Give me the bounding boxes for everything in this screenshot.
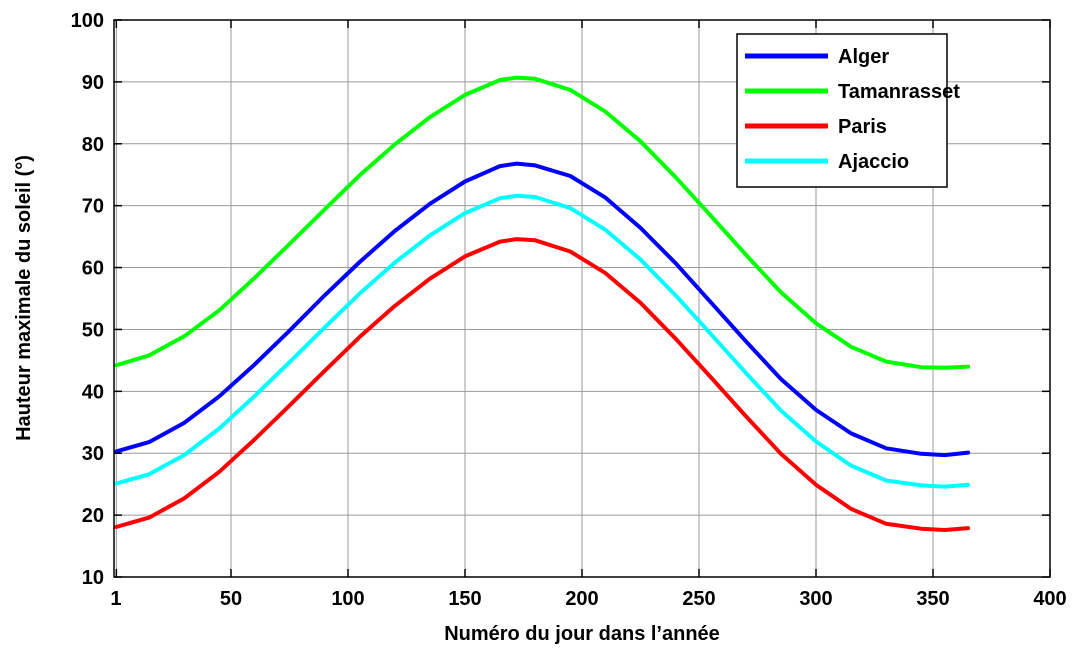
x-axis-title: Numéro du jour dans l’année [444,623,720,645]
legend-label-ajaccio: Ajaccio [838,151,909,173]
series-line-alger [114,161,971,458]
x-tick-label: 50 [220,588,242,610]
series-line-tamanrasset [114,75,971,370]
legend-label-alger: Alger [838,46,889,68]
y-tick-label: 80 [82,134,104,156]
x-tick-label: 150 [448,588,481,610]
x-tick-label: 300 [799,588,832,610]
series-line-paris [114,237,971,532]
legend-label-paris: Paris [838,116,887,138]
y-tick-label: 90 [82,72,104,94]
y-tick-label: 60 [82,258,104,280]
x-tick-label: 200 [565,588,598,610]
x-tick-label: 1 [110,588,121,610]
x-tick-label: 400 [1033,588,1066,610]
y-tick-label: 100 [71,10,104,32]
y-tick-label: 20 [82,505,104,527]
series-line-ajaccio [114,193,971,489]
y-tick-label: 50 [82,319,104,341]
legend: Alger Tamanrasset Paris Ajaccio [736,33,960,188]
series-lines [114,75,971,532]
y-tick-label: 10 [82,567,104,589]
grid [114,19,1051,578]
axis-ticks [114,19,1051,578]
legend-label-tamanrasset: Tamanrasset [838,81,960,103]
y-tick-label: 30 [82,443,104,465]
y-axis-title: Hauteur maximale du soleil (°) [13,155,35,441]
x-tick-label: 250 [682,588,715,610]
tick-labels: 1 50 100 150 200 250 300 350 4001020304050607080… [71,10,1067,610]
x-tick-label: 350 [916,588,949,610]
x-tick-label: 100 [331,588,364,610]
y-tick-label: 70 [82,196,104,218]
y-tick-label: 40 [82,381,104,403]
